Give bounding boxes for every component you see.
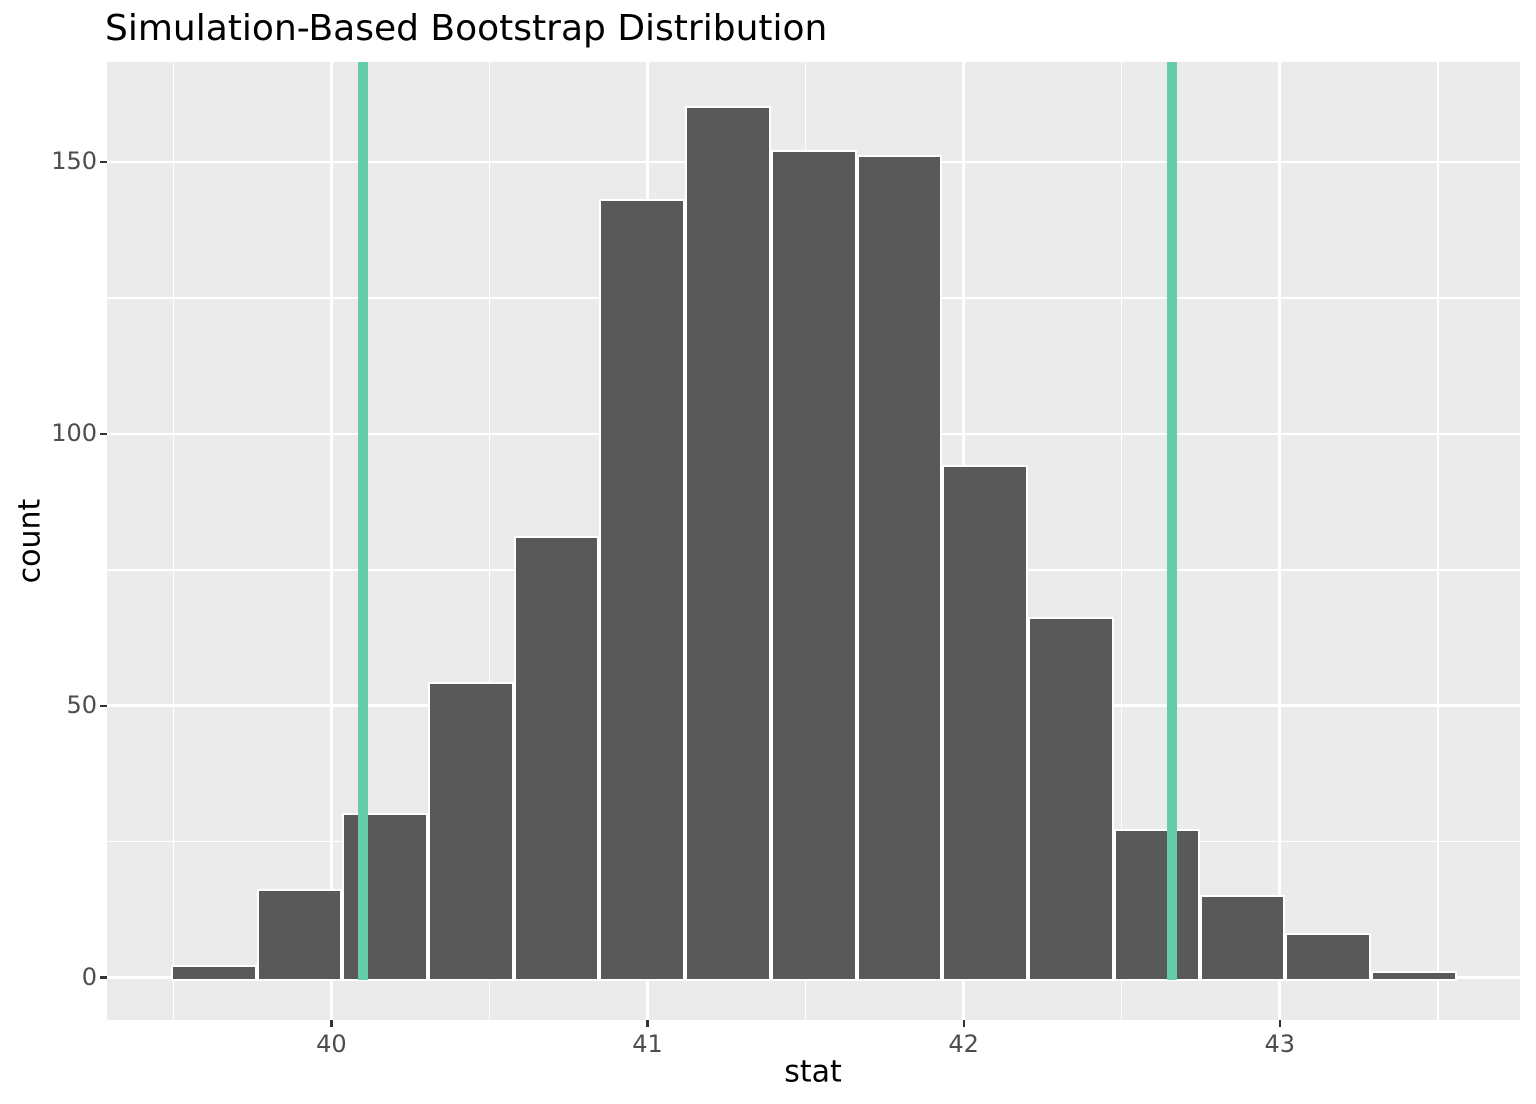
histogram-bar [599,198,686,981]
confidence-interval-line [1167,62,1178,980]
minor-gridline-vertical [488,62,491,1020]
y-axis-title: count [12,498,48,584]
y-axis-tick-label: 50 [66,690,97,719]
histogram-bar [513,535,600,981]
x-axis-tick-mark [646,1020,649,1027]
histogram-bar [1285,932,1372,981]
histogram-bar [1028,617,1114,981]
histogram-bar [170,965,257,981]
confidence-interval-line [358,62,369,980]
y-axis-tick-mark [100,704,107,707]
histogram-bar [685,106,771,981]
y-axis-tick-mark [100,432,107,435]
histogram-bar [428,682,514,981]
y-axis-tick-label: 100 [51,418,97,447]
minor-gridline-vertical [1437,62,1439,1020]
y-axis-tick-mark [100,160,107,164]
x-axis-tick-label: 43 [1264,1030,1296,1058]
histogram-bar [1113,829,1200,981]
histogram-bar [942,465,1029,981]
histogram-bar [256,889,343,981]
x-axis-tick-label: 40 [316,1030,347,1058]
histogram-bar [1371,970,1457,981]
x-axis-tick-mark [330,1020,333,1027]
major-gridline-vertical [1278,62,1282,1020]
y-axis-tick-label: 0 [81,962,97,991]
plot-panel [107,62,1520,1020]
chart-title: Simulation-Based Bootstrap Distribution [105,8,828,49]
x-axis-title: stat [784,1054,842,1090]
x-axis-tick-label: 42 [948,1030,979,1058]
histogram-bar [1199,894,1286,981]
major-gridline-vertical [330,62,333,1020]
minor-gridline-vertical [1120,62,1123,1020]
x-axis-tick-mark [1278,1020,1281,1027]
x-axis-tick-mark [962,1020,965,1027]
minor-gridline-vertical [172,62,175,1020]
histogram-bar [856,155,943,981]
y-axis-tick-mark [100,976,107,979]
x-axis-tick-label: 41 [632,1030,663,1058]
histogram-bar [342,812,429,981]
histogram-bar [770,149,857,981]
y-axis-tick-label: 150 [51,147,97,176]
